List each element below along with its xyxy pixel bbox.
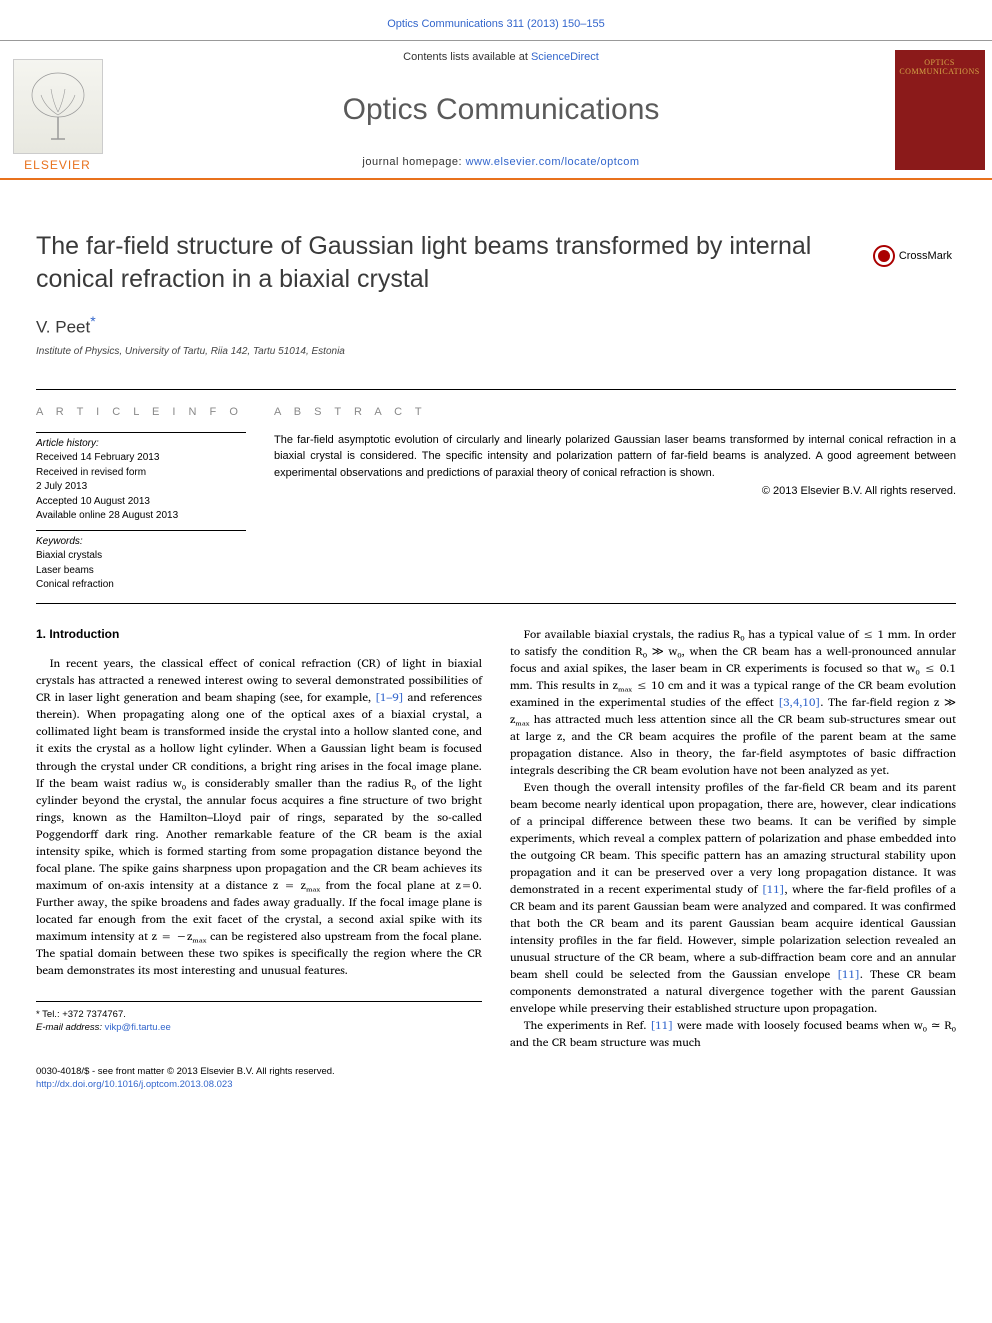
abstract-heading: A B S T R A C T <box>274 406 956 418</box>
email-line: E-mail address: vikp@fi.tartu.ee <box>36 1021 482 1034</box>
received-date: Received 14 February 2013 <box>36 451 246 466</box>
front-matter: 0030-4018/$ - see front matter © 2013 El… <box>36 1065 956 1092</box>
revised-line2: 2 July 2013 <box>36 480 246 495</box>
elsevier-logo-block: ELSEVIER <box>0 41 115 178</box>
keywords-label: Keywords: <box>36 535 246 550</box>
issn-line: 0030-4018/$ - see front matter © 2013 El… <box>36 1065 956 1078</box>
para-4: The experiments in Ref. [11] were made w… <box>510 1017 956 1051</box>
journal-title: Optics Communications <box>115 93 887 127</box>
crossmark-badge[interactable]: CrossMark <box>873 245 952 267</box>
elsevier-tree-icon <box>13 59 103 154</box>
corresponding-footer: * Tel.: +372 7374767. E-mail address: vi… <box>36 1001 482 1035</box>
homepage-link[interactable]: www.elsevier.com/locate/optcom <box>466 156 640 168</box>
journal-header: ELSEVIER Contents lists available at Sci… <box>0 40 992 180</box>
email-link[interactable]: vikp@fi.tartu.ee <box>105 1022 171 1033</box>
author-name: V. Peet <box>36 318 90 337</box>
body-section: 1. Introduction In recent years, the cla… <box>36 603 956 1051</box>
article-header: The far-field structure of Gaussian ligh… <box>0 180 992 357</box>
article-info: A R T I C L E I N F O Article history: R… <box>36 406 246 593</box>
history-label: Article history: <box>36 437 246 452</box>
contents-pre: Contents lists available at <box>403 51 531 63</box>
keyword-2: Laser beams <box>36 564 246 579</box>
abstract-col: A B S T R A C T The far-field asymptotic… <box>274 406 956 593</box>
cover-title: OPTICS COMMUNICATIONS <box>899 58 981 76</box>
contents-line: Contents lists available at ScienceDirec… <box>115 51 887 63</box>
header-center: Contents lists available at ScienceDirec… <box>115 41 887 178</box>
crossmark-label: CrossMark <box>899 250 952 262</box>
para-3: Even though the overall intensity profil… <box>510 779 956 1017</box>
cover-block: OPTICS COMMUNICATIONS <box>887 41 992 178</box>
para-1: In recent years, the classical effect of… <box>36 655 482 978</box>
online-date: Available online 28 August 2013 <box>36 509 246 524</box>
journal-cover: OPTICS COMMUNICATIONS <box>895 50 985 170</box>
homepage-line: journal homepage: www.elsevier.com/locat… <box>115 156 887 168</box>
two-column-body: 1. Introduction In recent years, the cla… <box>36 626 956 1051</box>
revised-line1: Received in revised form <box>36 466 246 481</box>
info-heading: A R T I C L E I N F O <box>36 406 246 418</box>
affiliation: Institute of Physics, University of Tart… <box>36 346 956 357</box>
homepage-pre: journal homepage: <box>362 156 465 168</box>
accepted-date: Accepted 10 August 2013 <box>36 495 246 510</box>
corresponding-star[interactable]: * <box>90 313 95 329</box>
history-block: Article history: Received 14 February 20… <box>36 432 246 524</box>
abstract-text: The far-field asymptotic evolution of ci… <box>274 432 956 482</box>
keywords-block: Keywords: Biaxial crystals Laser beams C… <box>36 530 246 593</box>
info-abstract-row: A R T I C L E I N F O Article history: R… <box>36 389 956 593</box>
article-title: The far-field structure of Gaussian ligh… <box>36 230 816 295</box>
keyword-1: Biaxial crystals <box>36 549 246 564</box>
elsevier-label: ELSEVIER <box>24 158 91 172</box>
tel-line: * Tel.: +372 7374767. <box>36 1008 482 1021</box>
sciencedirect-link[interactable]: ScienceDirect <box>531 51 599 63</box>
para-2: For available biaxial crystals, the radi… <box>510 626 956 779</box>
abstract-copyright: © 2013 Elsevier B.V. All rights reserved… <box>274 485 956 497</box>
journal-ref-link[interactable]: Optics Communications 311 (2013) 150–155 <box>0 0 992 40</box>
doi-link[interactable]: http://dx.doi.org/10.1016/j.optcom.2013.… <box>36 1079 232 1090</box>
crossmark-icon <box>873 245 895 267</box>
author-line: V. Peet* <box>36 313 956 338</box>
keyword-3: Conical refraction <box>36 578 246 593</box>
section-1-heading: 1. Introduction <box>36 626 482 644</box>
